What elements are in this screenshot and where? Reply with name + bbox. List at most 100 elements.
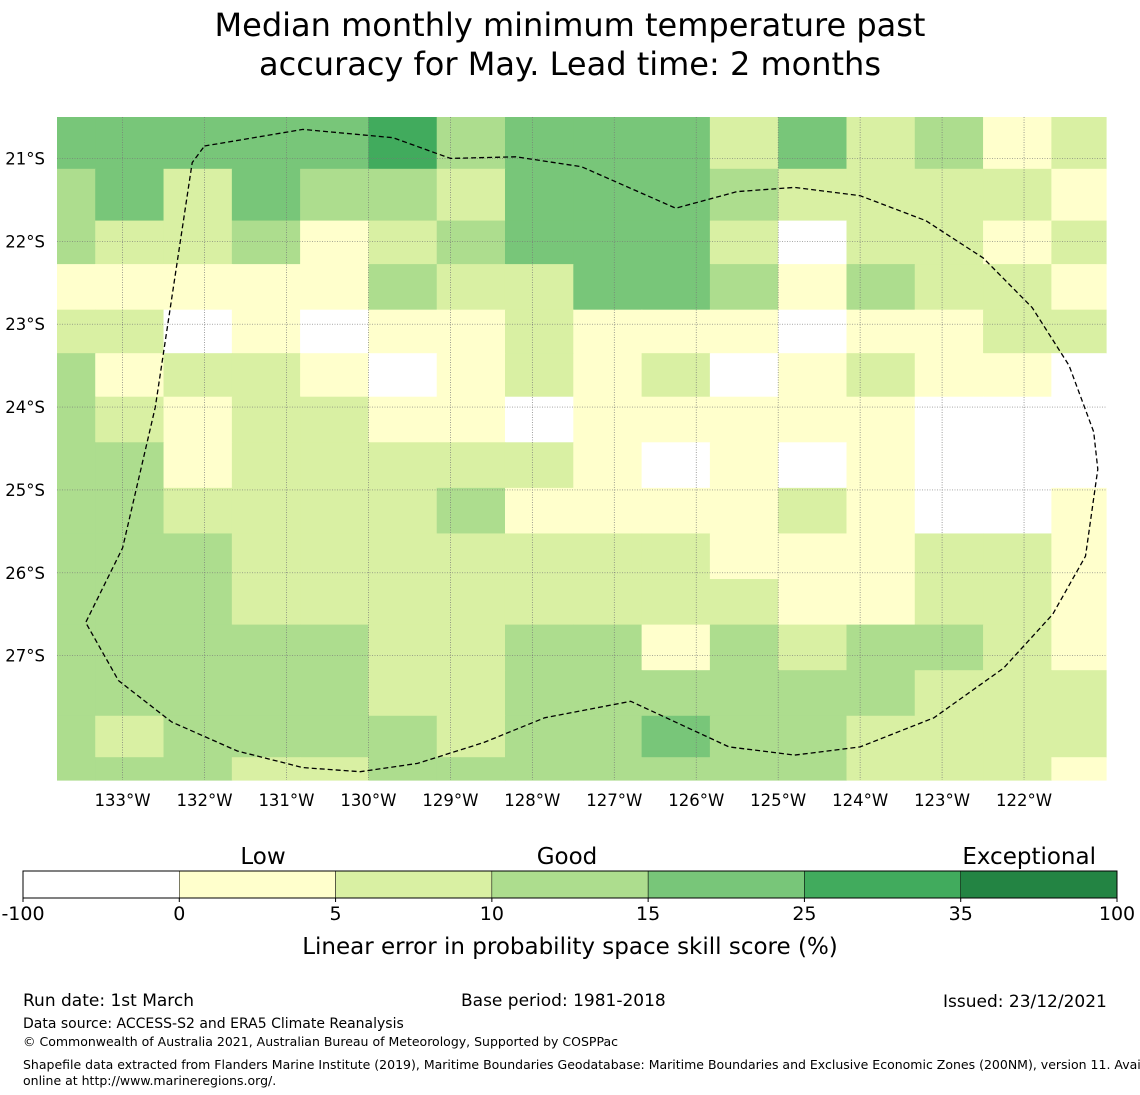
colorbar-segment	[491, 870, 649, 899]
heatmap-cell	[778, 757, 848, 781]
heatmap-cell	[57, 624, 96, 671]
heatmap-cell	[983, 670, 1052, 717]
heatmap-cell	[57, 757, 96, 781]
skill-category-label: Low	[240, 844, 285, 870]
heatmap-cell	[300, 715, 370, 758]
heatmap-cell	[914, 579, 984, 626]
heatmap-cell	[914, 353, 984, 398]
copyright: © Commonwealth of Australia 2021, Austra…	[23, 1034, 618, 1049]
heatmap-cell	[1051, 579, 1107, 626]
heatmap-cell	[436, 533, 506, 580]
heatmap-cell	[709, 168, 779, 222]
graticule	[57, 117, 1106, 780]
y-axis-labels: 21°S 22°S 23°S 24°S 25°S 26°S 27°S	[5, 149, 45, 665]
heatmap-cell	[1051, 442, 1107, 489]
heatmap-cell	[914, 264, 984, 311]
heatmap-cell	[163, 396, 233, 443]
colorbar: -100 0 5 10 15 25 35 100 Low Good Exceptional Linea…	[1, 844, 1135, 960]
heatmap-cell	[914, 168, 984, 222]
heatmap-cell	[231, 670, 301, 717]
colorbar-segment	[179, 870, 336, 899]
heatmap-cell	[573, 579, 643, 626]
heatmap-cell	[504, 117, 574, 170]
heatmap-cell	[368, 624, 438, 671]
heatmap-cell	[709, 533, 779, 580]
heatmap-cell	[163, 715, 233, 758]
heatmap-cell	[163, 533, 233, 580]
heatmap-cell	[163, 442, 233, 489]
heatmap-cell	[573, 168, 643, 222]
heatmap-cell	[504, 624, 574, 671]
heatmap-cell	[573, 715, 643, 758]
heatmap-cell	[231, 220, 301, 265]
heatmap-cell	[983, 715, 1052, 758]
skill-category-label: Good	[537, 844, 598, 870]
heatmap-cell	[709, 442, 779, 489]
heatmap-cell	[846, 579, 916, 626]
heatmap-cell	[778, 442, 848, 489]
heatmap-cell	[231, 168, 301, 222]
heatmap-cell	[1051, 168, 1107, 222]
heatmap-cell	[1051, 117, 1107, 170]
heatmap-cell	[983, 757, 1052, 781]
heatmap-cell	[641, 117, 711, 170]
heatmap-cell	[846, 220, 916, 265]
heatmap-cell	[778, 396, 848, 443]
heatmap-cell	[641, 757, 711, 781]
heatmap-cell	[573, 353, 643, 398]
heatmap-cell	[1051, 533, 1107, 580]
heatmap-cell	[95, 220, 165, 265]
heatmap-cell	[1051, 396, 1107, 443]
heatmap-cell	[300, 117, 370, 170]
heatmap-cell	[504, 533, 574, 580]
heatmap-cell	[368, 353, 438, 398]
heatmap-cell	[300, 757, 370, 781]
heatmap-cell	[1051, 309, 1107, 354]
y-tick-label: 22°S	[5, 232, 45, 251]
heatmap-cell	[778, 264, 848, 311]
heatmap-cell	[368, 396, 438, 443]
heatmap-cell	[95, 715, 165, 758]
heatmap-cell	[57, 353, 96, 398]
colorbar-segment	[804, 870, 961, 899]
x-tick-label: 131°W	[258, 791, 314, 810]
heatmap-cell	[641, 220, 711, 265]
heatmap-cell	[504, 757, 574, 781]
shapefile-credit-line-1: Shapefile data extracted from Flanders M…	[23, 1057, 1140, 1072]
heatmap-cell	[95, 670, 165, 717]
colorbar-segment	[960, 870, 1118, 899]
issued-date: Issued: 23/12/2021	[943, 992, 1107, 1012]
heatmap-cell	[436, 117, 506, 170]
x-tick-label: 125°W	[750, 791, 806, 810]
heatmap-cell	[641, 579, 711, 626]
heatmap-cell	[709, 353, 779, 398]
heatmap-cell	[231, 487, 301, 535]
y-tick-label: 27°S	[5, 647, 45, 666]
heatmap-cell	[231, 715, 301, 758]
y-tick-label: 25°S	[5, 481, 45, 500]
heatmap-cell	[436, 624, 506, 671]
heatmap-cell	[573, 757, 643, 781]
x-tick-label: 127°W	[586, 791, 642, 810]
heatmap-cell	[641, 442, 711, 489]
heatmap-cell	[163, 624, 233, 671]
heatmap-cell	[300, 624, 370, 671]
heatmap-cell	[914, 117, 984, 170]
heatmap-cell	[846, 533, 916, 580]
colorbar-tick-label: 0	[173, 903, 185, 925]
colorbar-tick-label: 35	[949, 903, 973, 925]
heatmap-cell	[163, 670, 233, 717]
heatmap-cell	[163, 309, 233, 354]
heatmap-cell	[57, 396, 96, 443]
heatmap-cell	[163, 168, 233, 222]
heatmap-cell	[914, 533, 984, 580]
heatmap-cell	[504, 442, 574, 489]
heatmap-cell	[709, 579, 779, 626]
heatmap-cell	[95, 309, 165, 354]
heatmap-cell	[436, 670, 506, 717]
colorbar-frame	[22, 870, 1118, 899]
heatmap-cell	[573, 442, 643, 489]
chart-title-line-1: Median monthly minimum temperature past	[214, 6, 926, 44]
heatmap-cell	[504, 220, 574, 265]
heatmap-cell	[300, 309, 370, 354]
